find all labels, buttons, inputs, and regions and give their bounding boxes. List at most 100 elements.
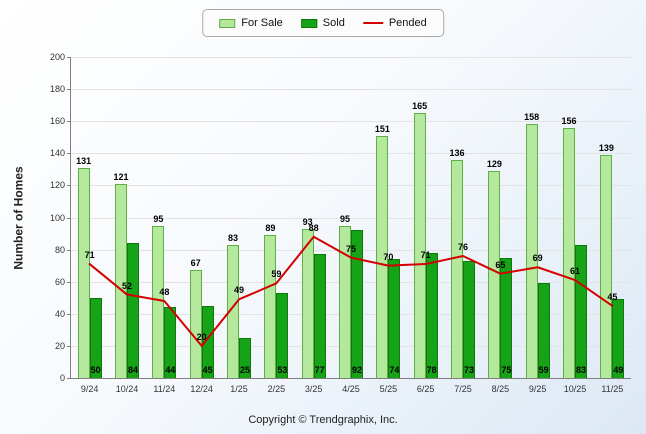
gridline	[71, 217, 631, 219]
chart-legend: For Sale Sold Pended	[202, 9, 444, 37]
sold-bar	[351, 230, 363, 378]
y-axis-tick: 100	[49, 212, 65, 223]
y-axis-tick: 20	[54, 340, 65, 351]
for-sale-bar	[115, 183, 127, 378]
for-sale-value-label: 83	[227, 232, 239, 243]
sold-bar	[612, 299, 625, 378]
legend-label-sold: Sold	[322, 17, 345, 29]
for-sale-value-label: 95	[153, 213, 164, 224]
for-sale-value-label: 151	[374, 123, 390, 134]
for-sale-bar	[525, 124, 538, 378]
y-axis-tick: 80	[54, 244, 65, 255]
legend-item-pended: Pended	[362, 17, 427, 29]
sold-value-label: 53	[277, 365, 288, 375]
y-axis-title-wrap: Number of Homes	[8, 57, 30, 378]
sold-bar	[276, 292, 289, 378]
x-axis-label: 3/25	[304, 384, 323, 394]
x-axis-label: 2/25	[267, 384, 286, 394]
y-axis-tick: 180	[49, 84, 65, 95]
gridline	[71, 89, 631, 91]
sold-value-label: 25	[239, 365, 251, 375]
sold-value-label: 45	[202, 365, 213, 375]
for-sale-value-label: 158	[524, 112, 540, 123]
pended-polyline	[88, 235, 614, 347]
y-axis-tickmark	[67, 121, 71, 123]
gridline	[71, 153, 631, 155]
sold-bar	[575, 244, 587, 378]
sold-bar	[127, 243, 139, 378]
pended-value-label: 61	[569, 266, 581, 277]
for-sale-bar	[77, 167, 90, 378]
sold-value-label: 50	[90, 365, 101, 375]
pended-value-label: 49	[233, 285, 245, 296]
pended-value-label: 70	[383, 251, 394, 262]
sold-swatch	[300, 18, 317, 28]
sold-bar	[463, 260, 475, 378]
pended-value-label: 48	[159, 286, 170, 297]
x-axis-label: 10/24	[115, 384, 139, 394]
y-axis-tickmark	[67, 313, 71, 315]
sold-value-label: 74	[389, 365, 400, 375]
for-sale-bar	[413, 113, 426, 378]
gridline	[71, 121, 631, 123]
pended-line	[88, 235, 614, 347]
for-sale-value-label: 95	[339, 213, 351, 224]
for-sale-value-label: 139	[598, 142, 614, 153]
x-axis-label: 8/25	[491, 384, 510, 394]
for-sale-bar	[301, 228, 314, 378]
for-sale-bar	[451, 159, 463, 378]
pended-value-label: 65	[495, 259, 506, 270]
pended-value-label: 52	[121, 280, 133, 291]
for-sale-value-label: 93	[302, 216, 313, 227]
legend-item-for-sale: For Sale	[219, 17, 283, 29]
sold-bar	[537, 283, 550, 378]
legend-label-pended: Pended	[388, 17, 427, 29]
plot-area: 0 20 40 60 80 100 120 140 160 180 200 131 50 9/24 121 8…	[50, 52, 631, 394]
y-axis-tick: 40	[54, 308, 65, 319]
for-sale-bar	[339, 225, 351, 378]
pended-value-label: 71	[420, 250, 431, 261]
for-sale-bar	[563, 127, 575, 378]
y-axis-title: Number of Homes	[12, 165, 27, 270]
for-sale-value-label: 67	[190, 258, 201, 269]
x-axis-label: 10/25	[563, 384, 587, 394]
for-sale-value-label: 131	[76, 155, 92, 166]
y-axis-tick: 60	[54, 276, 65, 287]
x-axis-label: 1/25	[230, 384, 248, 394]
pended-line-swatch	[362, 22, 383, 24]
sold-value-label: 77	[314, 365, 325, 375]
sold-bar	[500, 257, 513, 378]
for-sale-value-label: 136	[449, 147, 465, 158]
legend-label-for-sale: For Sale	[241, 17, 283, 29]
y-axis-tickmark	[67, 57, 71, 58]
sold-value-label: 44	[165, 365, 176, 375]
pended-value-label: 45	[607, 291, 618, 302]
y-axis-tick: 140	[49, 148, 65, 159]
y-axis-tickmark	[67, 378, 71, 379]
sold-bar	[313, 254, 326, 378]
x-axis-label: 7/25	[454, 384, 472, 394]
y-axis-tick: 160	[49, 116, 65, 127]
y-axis-tickmark	[67, 217, 71, 219]
y-axis-tick: 120	[49, 180, 65, 191]
x-axis-label: 4/25	[342, 384, 360, 394]
x-axis-label: 5/25	[379, 384, 398, 394]
for-sale-bar	[189, 270, 202, 378]
pended-value-label: 69	[532, 253, 543, 264]
sold-value-label: 73	[463, 365, 475, 375]
legend-item-sold: Sold	[300, 17, 345, 29]
y-axis-tickmark	[67, 249, 71, 251]
for-sale-bar	[376, 135, 389, 378]
gridline	[71, 57, 631, 58]
gridline	[71, 185, 631, 187]
y-axis-tickmark	[67, 153, 71, 155]
y-axis-tick: 0	[59, 373, 65, 383]
for-sale-bar	[227, 244, 239, 378]
sold-value-label: 84	[127, 365, 139, 375]
sold-bar	[388, 259, 401, 378]
copyright-text: Copyright © Trendgraphix, Inc.	[248, 414, 398, 426]
for-sale-value-label: 156	[561, 115, 577, 126]
sold-value-label: 75	[501, 365, 512, 375]
for-sale-bar	[264, 235, 277, 378]
